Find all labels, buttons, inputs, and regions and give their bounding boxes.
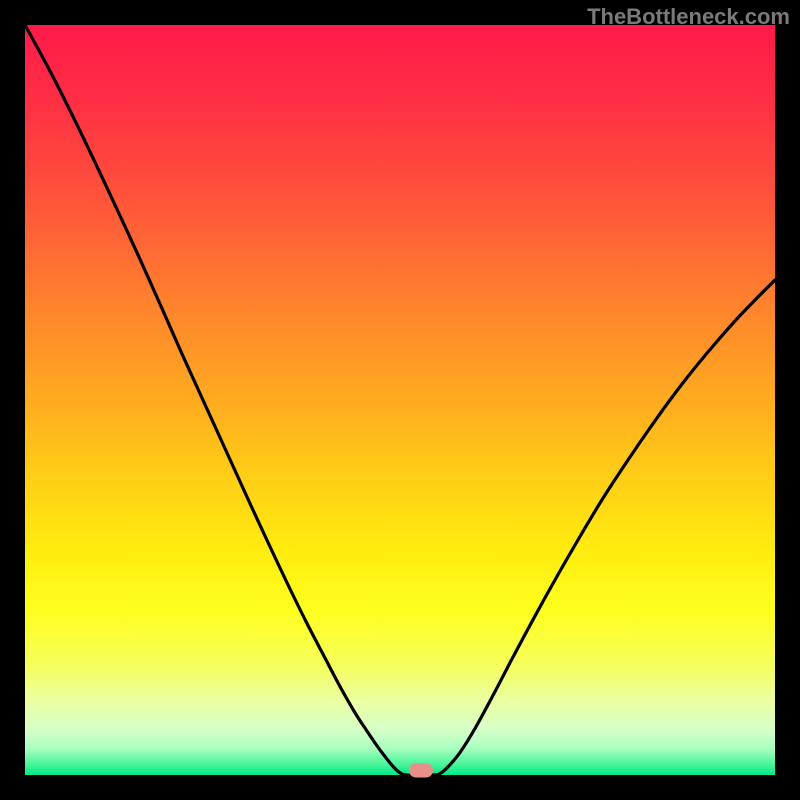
watermark-text: TheBottleneck.com [587, 4, 790, 30]
valley-marker [409, 764, 433, 778]
plot-gradient-area [25, 25, 775, 775]
chart-container: TheBottleneck.com [0, 0, 800, 800]
bottleneck-chart [0, 0, 800, 800]
